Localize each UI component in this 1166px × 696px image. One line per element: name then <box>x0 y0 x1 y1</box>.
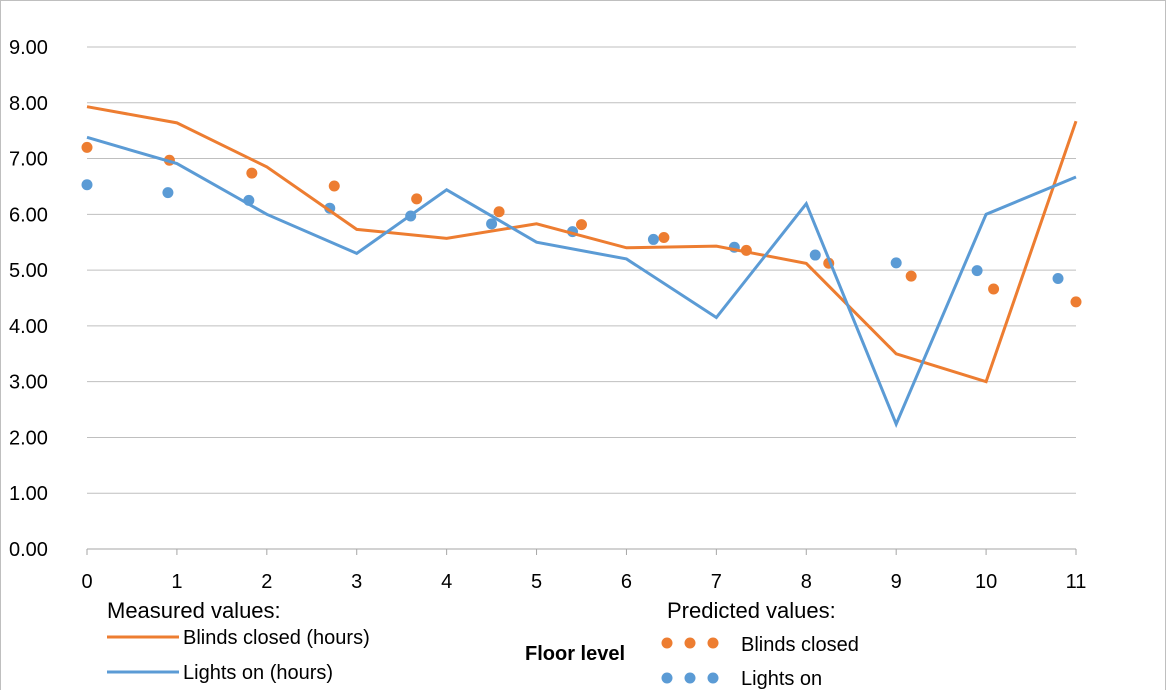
x-tick-label: 4 <box>441 571 452 593</box>
predicted-point-lights-on <box>809 249 821 261</box>
legend-dot-lights-on <box>661 672 673 684</box>
predicted-point-lights-on <box>1052 272 1064 284</box>
x-axis-tick-labels: 0 1 2 3 4 5 6 7 8 9 10 11 <box>81 571 1086 593</box>
x-axis-title: Floor level <box>525 643 625 665</box>
predicted-point-blinds-closed <box>328 180 340 192</box>
y-tick-label: 7.00 <box>9 149 48 171</box>
legend-dot-lights-on <box>707 672 719 684</box>
predicted-point-blinds-closed <box>81 141 93 153</box>
y-tick-label: 2.00 <box>9 427 48 449</box>
predicted-series <box>81 141 1082 308</box>
predicted-point-blinds-closed <box>1070 296 1082 308</box>
y-tick-label: 0.00 <box>9 539 48 561</box>
x-tick-label: 0 <box>81 571 92 593</box>
y-tick-label: 5.00 <box>9 260 48 282</box>
legend-predicted-title: Predicted values: <box>667 598 836 623</box>
y-tick-label: 3.00 <box>9 372 48 394</box>
x-tick-label: 10 <box>975 571 997 593</box>
x-tick-label: 6 <box>621 571 632 593</box>
predicted-point-lights-on <box>486 218 498 230</box>
legend-predicted: Predicted values: Blinds closed Lights o… <box>661 598 859 690</box>
predicted-point-lights-on <box>971 265 983 277</box>
predicted-point-blinds-closed <box>576 219 587 231</box>
y-axis-tick-labels: 0.00 1.00 2.00 3.00 4.00 5.00 6.00 7.00 8.00 9.00 <box>9 37 48 561</box>
legend-dot-blinds-closed <box>707 637 719 649</box>
x-tick-label: 5 <box>531 571 542 593</box>
y-tick-label: 6.00 <box>9 204 48 226</box>
x-tick-label: 2 <box>261 571 272 593</box>
predicted-point-blinds-closed <box>658 232 670 244</box>
legend-measured-title: Measured values: <box>107 598 281 623</box>
x-tick-label: 9 <box>891 571 902 593</box>
predicted-point-blinds-closed <box>246 167 258 179</box>
predicted-point-lights-on <box>162 187 174 199</box>
legend-dot-blinds-closed <box>684 637 696 649</box>
predicted-point-blinds-closed <box>493 206 505 218</box>
x-tick-label: 11 <box>1066 571 1087 593</box>
predicted-point-lights-on <box>81 179 93 191</box>
gridlines <box>86 46 1077 555</box>
legend-dot-blinds-closed <box>661 637 673 649</box>
predicted-point-blinds-closed <box>411 193 423 205</box>
legend-label-lights-on: Lights on <box>741 668 822 690</box>
predicted-point-lights-on <box>890 257 902 269</box>
y-tick-label: 4.00 <box>9 316 48 338</box>
y-tick-label: 1.00 <box>9 483 48 505</box>
x-tick-label: 3 <box>351 571 362 593</box>
measured-series <box>86 105 1078 428</box>
predicted-point-lights-on <box>647 233 659 245</box>
legend-measured: Measured values: Blinds closed (hours) L… <box>107 598 370 684</box>
legend-label-blinds-closed: Blinds closed <box>741 634 859 656</box>
legend-label-blinds-closed-hours: Blinds closed (hours) <box>183 627 370 649</box>
x-tick-label: 1 <box>171 571 182 593</box>
measured-line-blinds-closed-hours <box>86 105 1078 384</box>
y-tick-label: 8.00 <box>9 93 48 115</box>
predicted-point-blinds-closed <box>988 283 1000 295</box>
predicted-point-blinds-closed <box>905 270 917 282</box>
x-tick-label: 8 <box>801 571 812 593</box>
x-tick-label: 7 <box>711 571 722 593</box>
measured-line-lights-on-hours <box>86 135 1077 428</box>
legend-dot-lights-on <box>684 672 696 684</box>
y-tick-label: 9.00 <box>9 37 48 59</box>
legend-label-lights-on-hours: Lights on (hours) <box>183 662 333 684</box>
